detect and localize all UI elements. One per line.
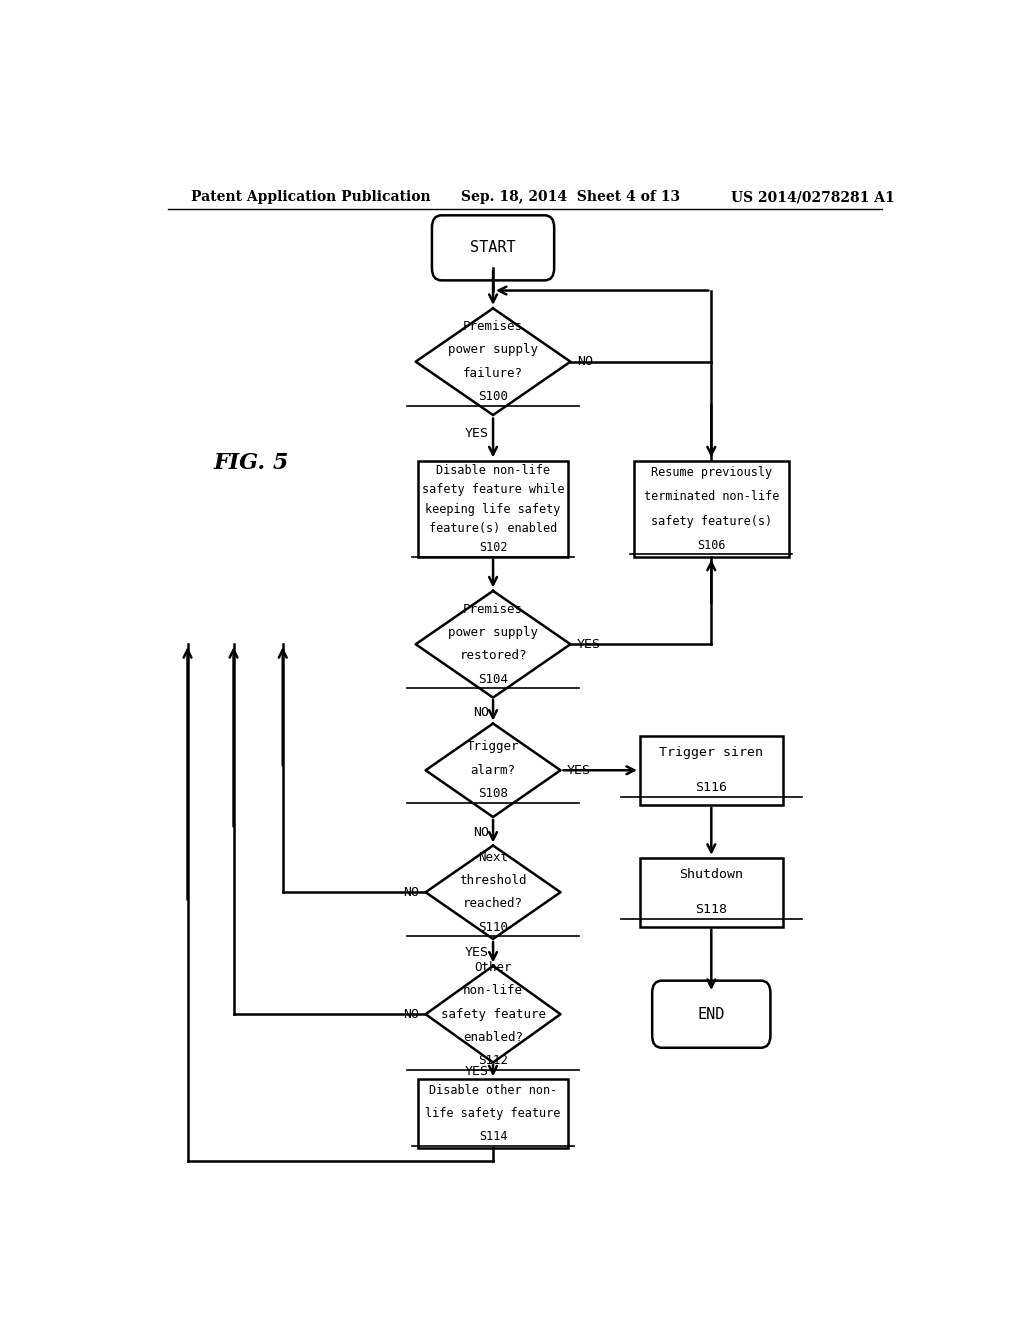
- Text: enabled?: enabled?: [463, 1031, 523, 1044]
- FancyBboxPatch shape: [418, 1080, 568, 1148]
- Polygon shape: [426, 723, 560, 817]
- Text: YES: YES: [567, 764, 591, 776]
- Text: Disable other non-: Disable other non-: [429, 1084, 557, 1097]
- Text: reached?: reached?: [463, 898, 523, 911]
- Text: S108: S108: [478, 787, 508, 800]
- Text: YES: YES: [465, 428, 489, 441]
- Text: safety feature(s): safety feature(s): [650, 515, 772, 528]
- Text: failure?: failure?: [463, 367, 523, 380]
- Text: S104: S104: [478, 673, 508, 686]
- Text: feature(s) enabled: feature(s) enabled: [429, 521, 557, 535]
- Text: NO: NO: [403, 886, 419, 899]
- Text: US 2014/0278281 A1: US 2014/0278281 A1: [731, 190, 895, 205]
- Text: life safety feature: life safety feature: [425, 1107, 561, 1121]
- Text: Trigger siren: Trigger siren: [659, 747, 763, 759]
- Text: YES: YES: [465, 1065, 489, 1077]
- FancyBboxPatch shape: [634, 461, 788, 557]
- Text: Disable non-life: Disable non-life: [436, 463, 550, 477]
- Text: Other: Other: [474, 961, 512, 974]
- Text: S112: S112: [478, 1055, 508, 1068]
- Text: YES: YES: [465, 945, 489, 958]
- Text: Next: Next: [478, 850, 508, 863]
- Text: NO: NO: [473, 706, 489, 719]
- Text: power supply: power supply: [449, 626, 538, 639]
- Text: Sep. 18, 2014  Sheet 4 of 13: Sep. 18, 2014 Sheet 4 of 13: [461, 190, 680, 205]
- Text: non-life: non-life: [463, 985, 523, 998]
- Text: S118: S118: [695, 903, 727, 916]
- FancyBboxPatch shape: [640, 735, 782, 805]
- Text: Premises: Premises: [463, 603, 523, 615]
- Text: terminated non-life: terminated non-life: [644, 491, 779, 503]
- Text: Premises: Premises: [463, 321, 523, 333]
- Text: S100: S100: [478, 391, 508, 403]
- FancyBboxPatch shape: [652, 981, 770, 1048]
- Text: S110: S110: [478, 921, 508, 933]
- Text: S114: S114: [479, 1130, 507, 1143]
- Polygon shape: [426, 966, 560, 1063]
- Text: safety feature: safety feature: [440, 1007, 546, 1020]
- Text: Patent Application Publication: Patent Application Publication: [191, 190, 431, 205]
- Text: START: START: [470, 240, 516, 255]
- Text: NO: NO: [473, 826, 489, 838]
- FancyBboxPatch shape: [418, 461, 568, 557]
- FancyBboxPatch shape: [640, 858, 782, 927]
- Text: keeping life safety: keeping life safety: [425, 503, 561, 516]
- Polygon shape: [416, 591, 570, 697]
- Text: S106: S106: [697, 539, 726, 552]
- Text: Resume previously: Resume previously: [650, 466, 772, 479]
- Text: END: END: [697, 1007, 725, 1022]
- Text: restored?: restored?: [460, 649, 526, 663]
- Text: alarm?: alarm?: [471, 764, 515, 776]
- Text: threshold: threshold: [460, 874, 526, 887]
- Text: power supply: power supply: [449, 343, 538, 356]
- Polygon shape: [426, 846, 560, 939]
- Text: S102: S102: [479, 541, 507, 554]
- Text: FIG. 5: FIG. 5: [213, 453, 289, 474]
- FancyBboxPatch shape: [432, 215, 554, 280]
- Polygon shape: [416, 309, 570, 414]
- Text: Shutdown: Shutdown: [679, 869, 743, 882]
- Text: NO: NO: [403, 1007, 419, 1020]
- Text: safety feature while: safety feature while: [422, 483, 564, 496]
- Text: Trigger: Trigger: [467, 741, 519, 754]
- Text: YES: YES: [577, 638, 601, 651]
- Text: NO: NO: [577, 355, 593, 368]
- Text: S116: S116: [695, 781, 727, 795]
